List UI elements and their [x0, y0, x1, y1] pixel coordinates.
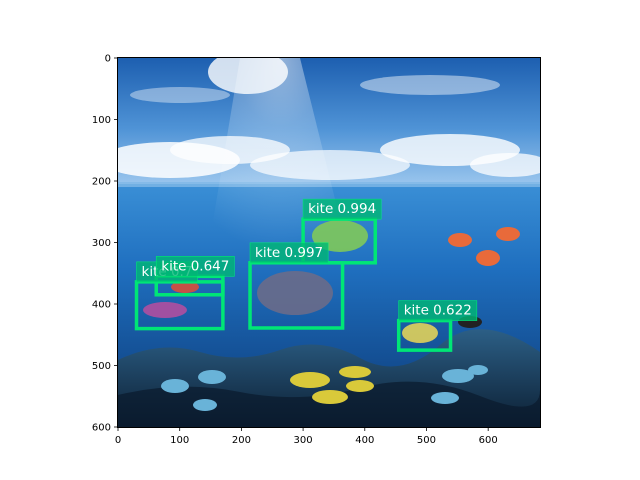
x-tick-label: 500: [417, 435, 436, 446]
x-tick-label: 400: [355, 435, 374, 446]
detection-label: kite 0.647: [155, 256, 235, 277]
detection-label-background: [398, 300, 478, 321]
detection-label-text: kite 0.994: [308, 201, 376, 217]
x-tick-label: 0: [115, 435, 121, 446]
y-axis: 0 100 200 300 400 500 600: [92, 54, 118, 434]
y-tick-label: 300: [92, 238, 111, 249]
y-tick-label: 400: [92, 300, 111, 311]
detection-label-text: kite 0.997: [255, 245, 323, 261]
detection-label-text: kite 0.622: [404, 303, 472, 319]
y-tick-label: 100: [92, 115, 111, 126]
detection-label-background: [302, 198, 382, 220]
x-axis: 0 100 200 300 400 500 600: [115, 427, 498, 446]
y-tick-label: 500: [92, 361, 111, 372]
x-tick-label: 300: [294, 435, 313, 446]
detection-label-text: kite 0.647: [161, 258, 229, 274]
y-tick-label: 0: [105, 54, 111, 65]
detection-label: kite 0.997: [249, 242, 329, 264]
detection-label-background: [155, 256, 235, 277]
x-tick-label: 100: [170, 435, 189, 446]
detection-label: kite 0.994: [302, 198, 382, 220]
x-tick-label: 600: [479, 435, 498, 446]
x-tick-label: 200: [232, 435, 251, 446]
detection-label: kite 0.622: [398, 300, 478, 321]
y-tick-label: 200: [92, 177, 111, 188]
y-tick-label: 600: [92, 423, 111, 434]
underwater-photo: [118, 58, 540, 427]
detection-label-background: [249, 242, 329, 264]
